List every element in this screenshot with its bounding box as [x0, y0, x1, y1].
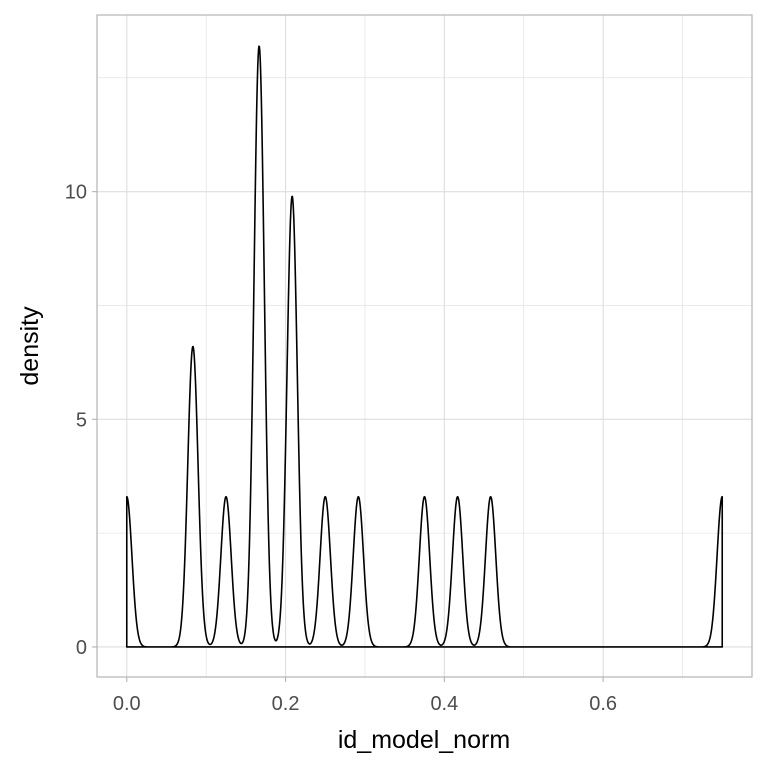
y-tick-label: 0 — [76, 637, 87, 659]
y-axis-title: density — [16, 306, 44, 386]
data-layer — [125, 45, 724, 648]
density-curve — [125, 45, 724, 648]
x-tick-label: 0.2 — [272, 693, 300, 715]
x-axis-title: id_model_norm — [338, 726, 510, 754]
x-tick-label: 0.4 — [430, 693, 458, 715]
axis-layer: 0.0 0.2 0.4 0.6 0 5 10 — [65, 182, 617, 715]
x-tick-label: 0.0 — [113, 693, 141, 715]
y-tick-label: 10 — [65, 182, 87, 204]
panel-border — [96, 14, 753, 678]
y-tick-label: 5 — [76, 409, 87, 431]
x-tick-label: 0.6 — [589, 693, 617, 715]
